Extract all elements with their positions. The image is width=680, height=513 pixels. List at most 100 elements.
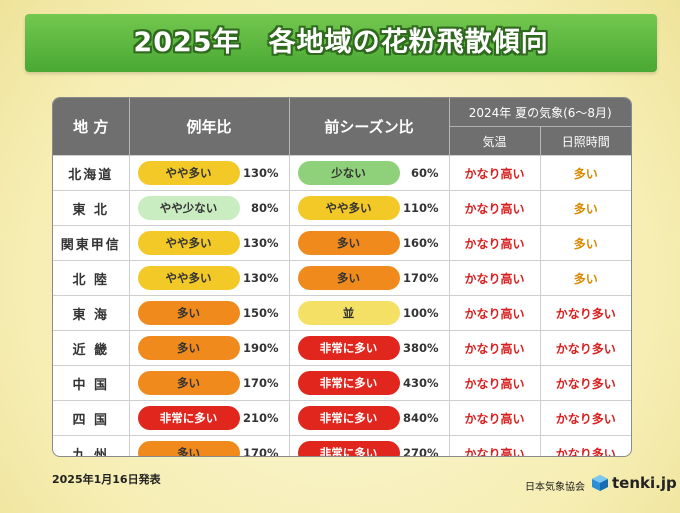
previous-season-ratio-cell: やや多い 110% <box>289 190 450 226</box>
summer-temperature: かなり高い <box>449 190 541 226</box>
normal-ratio-percent: 80% <box>250 201 279 215</box>
summer-temperature: かなり高い <box>449 225 541 261</box>
summer-temperature: かなり高い <box>449 365 541 401</box>
summer-sunshine: かなり多い <box>540 295 631 331</box>
previous-season-ratio-badge: 非常に多い <box>297 441 400 456</box>
previous-season-ratio-badge: やや多い <box>297 196 400 220</box>
summer-sunshine: かなり多い <box>540 435 631 456</box>
normal-ratio-cell: やや多い 130% <box>129 260 290 296</box>
previous-season-ratio-percent: 100% <box>402 306 439 320</box>
normal-ratio-badge: 非常に多い <box>137 406 240 430</box>
normal-ratio-badge: 多い <box>137 441 240 456</box>
summer-temperature: かなり高い <box>449 155 541 191</box>
normal-ratio-cell: 多い 170% <box>129 365 290 401</box>
normal-ratio-cell: やや多い 130% <box>129 225 290 261</box>
previous-season-ratio-percent: 170% <box>402 271 439 285</box>
table-row: 北 陸やや多い 130% 多い 170% かなり高い 多い <box>53 260 631 296</box>
summer-temperature: かなり高い <box>449 295 541 331</box>
region-name: 近 畿 <box>53 330 130 366</box>
normal-ratio-badge: やや多い <box>137 231 240 255</box>
tenki-logo: tenki.jp <box>591 472 677 494</box>
region-name: 九 州 <box>53 435 130 456</box>
table-row: 中 国多い 170% 非常に多い 430% かなり高い かなり多い <box>53 365 631 401</box>
previous-season-ratio-percent: 110% <box>402 201 439 215</box>
summer-sunshine: 多い <box>540 155 631 191</box>
table-row: 近 畿多い 190% 非常に多い 380% かなり高い かなり多い <box>53 330 631 366</box>
summer-sunshine: かなり多い <box>540 400 631 436</box>
title-banner: 2025年 各地域の花粉飛散傾向 <box>25 14 657 72</box>
normal-ratio-percent: 170% <box>242 446 279 457</box>
page-title: 2025年 各地域の花粉飛散傾向 <box>133 27 549 58</box>
table-row: 関東甲信 やや多い 130% 多い 160% かなり高い 多い <box>53 225 631 261</box>
previous-season-ratio-cell: 多い 160% <box>289 225 450 261</box>
normal-ratio-percent: 130% <box>242 166 279 180</box>
region-name: 中 国 <box>53 365 130 401</box>
pollen-table-card: 地 方 例年比 前シーズン比 2024年 夏の気象(6〜8月) 気温 日照時間 … <box>52 97 632 457</box>
header-previous-season-ratio: 前シーズン比 <box>289 98 450 156</box>
normal-ratio-percent: 150% <box>242 306 279 320</box>
normal-ratio-badge: やや多い <box>137 161 240 185</box>
region-name: 東 北 <box>53 190 130 226</box>
normal-ratio-cell: 多い 150% <box>129 295 290 331</box>
summer-temperature: かなり高い <box>449 330 541 366</box>
previous-season-ratio-cell: 並 100% <box>289 295 450 331</box>
header-region: 地 方 <box>53 98 130 156</box>
header-sunshine: 日照時間 <box>540 126 631 156</box>
table-row: 九 州多い 170% 非常に多い 270% かなり高い かなり多い <box>53 435 631 457</box>
region-name: 四 国 <box>53 400 130 436</box>
normal-ratio-percent: 170% <box>242 376 279 390</box>
summer-sunshine: 多い <box>540 190 631 226</box>
normal-ratio-percent: 210% <box>242 411 279 425</box>
previous-season-ratio-badge: 非常に多い <box>297 406 400 430</box>
previous-season-ratio-percent: 270% <box>402 446 439 457</box>
summer-sunshine: 多い <box>540 260 631 296</box>
header-temperature: 気温 <box>449 126 541 156</box>
summer-sunshine: 多い <box>540 225 631 261</box>
header-summer-weather: 2024年 夏の気象(6〜8月) <box>449 98 631 127</box>
normal-ratio-badge: やや多い <box>137 266 240 290</box>
normal-ratio-cell: やや少ない 80% <box>129 190 290 226</box>
normal-ratio-badge: 多い <box>137 336 240 360</box>
region-name: 北 陸 <box>53 260 130 296</box>
normal-ratio-badge: やや少ない <box>137 196 240 220</box>
previous-season-ratio-percent: 60% <box>410 166 439 180</box>
previous-season-ratio-percent: 840% <box>402 411 439 425</box>
organization-name: 日本気象協会 <box>525 482 585 493</box>
normal-ratio-cell: やや多い 130% <box>129 155 290 191</box>
normal-ratio-percent: 130% <box>242 271 279 285</box>
normal-ratio-cell: 非常に多い 210% <box>129 400 290 436</box>
normal-ratio-percent: 130% <box>242 236 279 250</box>
table-row: 北海道 やや多い 130% 少ない 60% かなり高い 多い <box>53 155 631 191</box>
previous-season-ratio-badge: 多い <box>297 231 400 255</box>
normal-ratio-cell: 多い 190% <box>129 330 290 366</box>
previous-season-ratio-badge: 非常に多い <box>297 371 400 395</box>
previous-season-ratio-badge: 並 <box>297 301 400 325</box>
region-name: 関東甲信 <box>53 225 130 261</box>
header-normal-ratio: 例年比 <box>129 98 290 156</box>
summer-temperature: かなり高い <box>449 260 541 296</box>
pollen-table: 地 方 例年比 前シーズン比 2024年 夏の気象(6〜8月) 気温 日照時間 … <box>53 98 631 457</box>
previous-season-ratio-cell: 非常に多い 430% <box>289 365 450 401</box>
table-row: 東 海多い 150% 並 100% かなり高い かなり多い <box>53 295 631 331</box>
table-row: 東 北やや少ない 80% やや多い 110% かなり高い 多い <box>53 190 631 226</box>
region-name: 東 海 <box>53 295 130 331</box>
previous-season-ratio-percent: 380% <box>402 341 439 355</box>
brand-name: tenki.jp <box>612 474 677 492</box>
summer-temperature: かなり高い <box>449 400 541 436</box>
previous-season-ratio-cell: 非常に多い 840% <box>289 400 450 436</box>
normal-ratio-badge: 多い <box>137 301 240 325</box>
previous-season-ratio-cell: 非常に多い 380% <box>289 330 450 366</box>
normal-ratio-percent: 190% <box>242 341 279 355</box>
tenki-logo-icon <box>592 475 608 491</box>
previous-season-ratio-cell: 非常に多い 270% <box>289 435 450 457</box>
table-row: 四 国非常に多い 210% 非常に多い 840% かなり高い かなり多い <box>53 400 631 436</box>
summer-temperature: かなり高い <box>449 435 541 456</box>
previous-season-ratio-badge: 少ない <box>297 161 400 185</box>
previous-season-ratio-percent: 430% <box>402 376 439 390</box>
previous-season-ratio-badge: 非常に多い <box>297 336 400 360</box>
previous-season-ratio-percent: 160% <box>402 236 439 250</box>
previous-season-ratio-badge: 多い <box>297 266 400 290</box>
summer-sunshine: かなり多い <box>540 365 631 401</box>
announcement-date: 2025年1月16日発表 <box>52 473 161 486</box>
summer-sunshine: かなり多い <box>540 330 631 366</box>
